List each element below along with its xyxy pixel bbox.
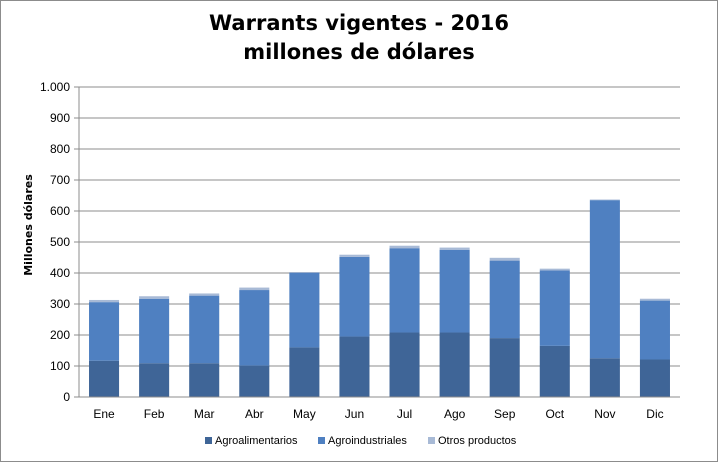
legend-swatch [205, 437, 212, 444]
bar-segment [139, 363, 170, 397]
x-tick-label: Jul [397, 407, 412, 421]
x-tick-labels: Ene Feb Mar Abr May Jun Jul Ago Sep Oct Nov Dic [93, 407, 663, 421]
legend-swatch [318, 437, 325, 444]
y-tick-label: 900 [50, 111, 70, 125]
bar-segment [539, 268, 570, 271]
y-tick-label: 200 [50, 328, 70, 342]
x-tick-label: Feb [144, 407, 165, 421]
y-tick-label: 300 [50, 297, 70, 311]
axes [78, 87, 680, 398]
legend-label: Agroalimentarios [215, 435, 298, 447]
bar-segment [189, 295, 220, 364]
y-tick-labels: 0 100 200 300 400 500 600 700 800 900 1.000 [40, 80, 70, 404]
bar-segment [539, 270, 570, 346]
bar-segment [589, 358, 620, 397]
x-tick-label: Jun [345, 407, 364, 421]
chart-title: Warrants vigentes - 2016 millones de dól… [1, 9, 717, 67]
y-tick-label: 0 [63, 390, 70, 404]
bar-segment [189, 293, 220, 296]
bar-segment [539, 345, 570, 397]
bars [89, 199, 670, 397]
bar-segment [439, 249, 470, 333]
chart-title-line-2: millones de dólares [243, 40, 475, 64]
y-tick-label: 600 [50, 204, 70, 218]
bar-segment [489, 260, 520, 339]
gridlines [74, 86, 680, 398]
x-tick-label: Ago [444, 407, 466, 421]
y-axis-label: Millones dólares [22, 174, 35, 276]
x-tick-label: Mar [194, 407, 215, 421]
bar-segment [339, 336, 370, 397]
y-tick-label: 1.000 [40, 80, 70, 94]
bar-segment [489, 338, 520, 397]
bar-segment [289, 347, 320, 397]
y-tick-label: 500 [50, 235, 70, 249]
bar-segment [289, 272, 320, 348]
bar-segment [189, 363, 220, 397]
chart-title-line-1: Warrants vigentes - 2016 [209, 11, 509, 35]
bar-segment [89, 299, 120, 303]
bar-segment [389, 248, 420, 333]
x-tick-label: Nov [594, 407, 615, 421]
bar-segment [289, 272, 320, 273]
legend-label: Otros productos [438, 435, 517, 447]
bar-segment [339, 254, 370, 257]
legend: Agroalimentarios Agroindustriales Otros pr… [205, 435, 517, 447]
bar-segment [139, 298, 170, 364]
bar-segment [239, 365, 270, 397]
y-tick-label: 400 [50, 266, 70, 280]
bar-segment [489, 257, 520, 261]
bar-segment [589, 199, 620, 201]
bar-segment [339, 256, 370, 337]
bar-segment [639, 298, 670, 301]
x-tick-label: Oct [545, 407, 564, 421]
bar-segment [239, 290, 270, 366]
y-tick-label: 100 [50, 359, 70, 373]
x-tick-label: Ene [93, 407, 115, 421]
bar-segment [389, 245, 420, 249]
bar-segment [89, 302, 120, 361]
bar-segment [239, 287, 270, 291]
legend-swatch [428, 437, 435, 444]
y-tick-label: 800 [50, 142, 70, 156]
bar-segment [639, 359, 670, 397]
x-tick-label: Dic [646, 407, 663, 421]
bar-segment [139, 296, 170, 299]
x-tick-label: May [293, 407, 316, 421]
bar-segment [89, 360, 120, 397]
bar-segment [589, 200, 620, 359]
x-tick-label: Abr [245, 407, 264, 421]
bar-segment [439, 332, 470, 397]
legend-label: Agroindustriales [328, 435, 407, 447]
bar-segment [439, 247, 470, 250]
y-tick-label: 700 [50, 173, 70, 187]
bar-segment [389, 332, 420, 397]
x-tick-label: Sep [494, 407, 516, 421]
bar-segment [639, 300, 670, 360]
